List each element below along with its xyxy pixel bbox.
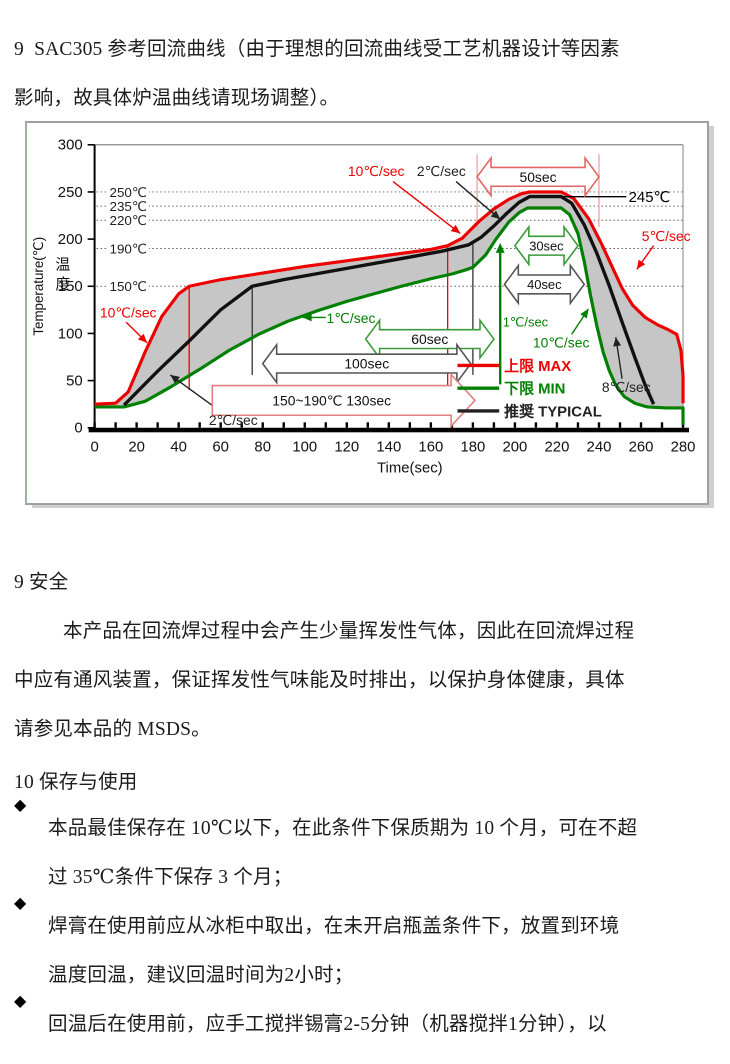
svg-text:150~190℃ 130sec: 150~190℃ 130sec	[272, 392, 391, 408]
svg-text:160: 160	[418, 440, 443, 456]
svg-text:10℃/sec: 10℃/sec	[100, 305, 157, 321]
chart-legend: 上限 MAX 下限 MIN 推奨 TYPICAL	[457, 358, 602, 420]
svg-text:2℃/sec: 2℃/sec	[209, 412, 258, 428]
section-heading-storage: 10 保存与使用	[14, 771, 138, 793]
safety-paragraph-line-3: 请参见本品的 MSDS。	[14, 718, 211, 740]
svg-text:下限 MIN: 下限 MIN	[504, 381, 565, 398]
svg-text:30sec: 30sec	[529, 238, 564, 253]
svg-text:220℃: 220℃	[110, 213, 147, 228]
svg-text:100: 100	[292, 440, 317, 456]
range-arrow	[476, 155, 600, 199]
svg-text:80: 80	[254, 440, 271, 456]
svg-text:250: 250	[58, 185, 83, 201]
svg-text:120: 120	[334, 440, 359, 456]
range-arrow	[261, 342, 472, 385]
svg-text:100: 100	[58, 326, 83, 342]
svg-text:温: 温	[55, 256, 70, 273]
reflow-profile-figure: 0 50 100 150 200 250 300 0 20 40 60 80 100 120 140 160 1…	[25, 121, 709, 505]
svg-text:8℃/sec: 8℃/sec	[602, 379, 651, 395]
svg-text:0: 0	[90, 440, 98, 456]
svg-text:150: 150	[58, 279, 83, 295]
svg-text:20: 20	[128, 440, 145, 456]
svg-text:200: 200	[58, 232, 83, 248]
range-arrow	[364, 317, 495, 361]
storage-bullet-2-line-1: 焊膏在使用前应从冰柜中取出，在未开启瓶盖条件下，放置到环境	[48, 915, 620, 937]
svg-text:240: 240	[587, 440, 612, 456]
svg-text:250℃: 250℃	[110, 185, 147, 200]
series-line-1	[94, 206, 685, 425]
series-line-0	[94, 190, 685, 406]
svg-text:Temperature(℃): Temperature(℃)	[31, 237, 46, 336]
safety-paragraph-line-1: 本产品在回流焊过程中会产生少量挥发性气体，因此在回流焊过程	[63, 620, 635, 642]
doc-title-line-1: 9 SAC305 参考回流曲线（由于理想的回流曲线受工艺机器设计等因素	[14, 38, 620, 60]
svg-text:1℃/sec: 1℃/sec	[327, 310, 376, 326]
range-arrow	[513, 224, 579, 267]
svg-text:60: 60	[212, 440, 229, 456]
svg-text:Time(sec): Time(sec)	[377, 460, 443, 476]
storage-bullet-1-line-2: 过 35℃条件下保存 3 个月；	[48, 866, 293, 888]
reflow-chart-svg: 0 50 100 150 200 250 300 0 20 40 60 80 100 120 140 160 1…	[31, 138, 696, 477]
svg-text:190℃: 190℃	[110, 242, 147, 257]
doc-title-line-2: 影响，故具体炉温曲线请现场调整）。	[14, 87, 340, 109]
range-arrow	[503, 263, 586, 306]
svg-text:0: 0	[74, 421, 82, 437]
section-heading-safety: 9 安全	[14, 571, 69, 593]
series-line-2	[122, 194, 656, 407]
svg-text:推奨 TYPICAL: 推奨 TYPICAL	[504, 402, 602, 420]
svg-text:40sec: 40sec	[527, 277, 562, 292]
svg-text:235℃: 235℃	[110, 199, 147, 214]
svg-text:150℃: 150℃	[110, 279, 147, 294]
storage-bullet-1-line-1: 本品最佳保存在 10℃以下，在此条件下保质期为 10 个月，可在不超	[48, 817, 638, 839]
storage-bullet-2-line-2: 温度回温，建议回温时间为2小时；	[48, 964, 354, 986]
svg-text:度: 度	[55, 276, 70, 293]
svg-text:200: 200	[502, 440, 527, 456]
svg-text:50sec: 50sec	[519, 169, 556, 185]
svg-text:180: 180	[460, 440, 485, 456]
svg-text:280: 280	[671, 440, 696, 456]
storage-bullet-3-line-1: 回温后在使用前，应手工搅拌锡膏2-5分钟（机器搅拌1分钟），以	[48, 1013, 607, 1035]
svg-text:50: 50	[66, 374, 83, 390]
svg-text:245℃: 245℃	[629, 190, 671, 206]
bullet-diamond-icon: ◆	[14, 895, 27, 912]
safety-paragraph-line-2: 中应有通风装置，保证挥发性气味能及时排出，以保护身体健康，具体	[14, 669, 625, 691]
svg-text:10℃/sec: 10℃/sec	[533, 335, 590, 351]
svg-text:10℃/sec: 10℃/sec	[348, 163, 405, 179]
svg-text:5℃/sec: 5℃/sec	[642, 228, 691, 244]
svg-text:60sec: 60sec	[411, 331, 448, 347]
bullet-diamond-icon: ◆	[14, 797, 27, 814]
svg-text:40: 40	[170, 440, 187, 456]
svg-text:100sec: 100sec	[344, 356, 389, 372]
bullet-diamond-icon: ◆	[14, 993, 27, 1010]
svg-text:140: 140	[376, 440, 401, 456]
svg-text:2℃/sec: 2℃/sec	[417, 163, 466, 179]
svg-text:220: 220	[545, 440, 570, 456]
soak-range-arrow	[211, 372, 477, 429]
svg-text:上限 MAX: 上限 MAX	[504, 358, 571, 375]
band-fill	[94, 191, 684, 425]
svg-text:1℃/sec: 1℃/sec	[503, 315, 549, 330]
svg-text:300: 300	[58, 138, 83, 154]
svg-text:260: 260	[629, 440, 654, 456]
